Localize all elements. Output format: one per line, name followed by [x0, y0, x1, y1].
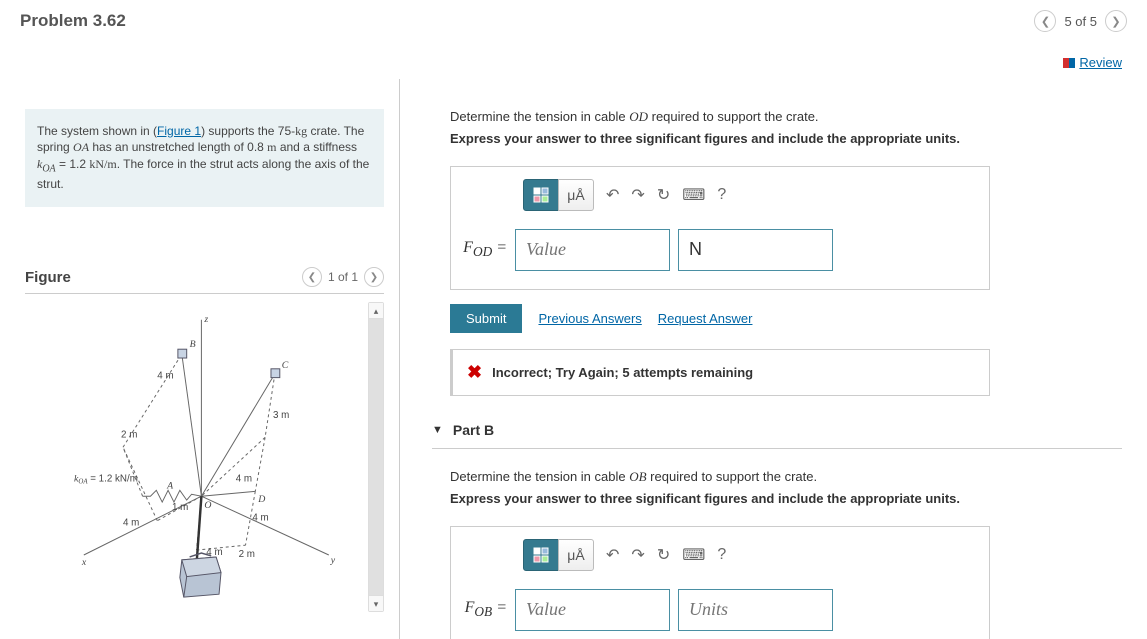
request-answer-link-a[interactable]: Request Answer [658, 311, 753, 326]
units-input-a[interactable] [678, 229, 833, 271]
feedback-message: Incorrect; Try Again; 5 attempts remaini… [492, 365, 753, 380]
svg-text:4 m: 4 m [123, 518, 139, 529]
undo-icon[interactable]: ↶ [606, 185, 619, 205]
keyboard-icon[interactable]: ⌨ [682, 185, 705, 205]
figure-heading: Figure [25, 269, 302, 286]
figure-page-indicator: 1 of 1 [328, 270, 358, 284]
review-link[interactable]: Review [1063, 55, 1122, 70]
svg-text:kOA = 1.2 kN/m: kOA = 1.2 kN/m [74, 474, 138, 486]
svg-text:2 m: 2 m [239, 549, 255, 560]
template-button[interactable] [523, 179, 559, 211]
template-icon [532, 186, 550, 204]
reset-icon[interactable]: ↻ [657, 185, 670, 205]
units-button-b[interactable]: μÅ [558, 539, 594, 571]
figure-next-button[interactable]: ❯ [364, 267, 384, 287]
problem-statement: The system shown in (Figure 1) supports … [25, 109, 384, 208]
svg-text:4 m: 4 m [206, 547, 222, 558]
redo-icon[interactable]: ↷ [631, 545, 644, 565]
figure-scrollbar[interactable]: ▴ ▾ [368, 302, 384, 612]
help-icon[interactable]: ? [717, 546, 726, 564]
svg-text:3 m: 3 m [273, 410, 289, 421]
submit-button-a[interactable]: Submit [450, 304, 522, 333]
svg-text:O: O [204, 500, 211, 511]
svg-text:4 m: 4 m [236, 474, 252, 485]
page-nav: ❮ 5 of 5 ❯ [1034, 10, 1127, 32]
units-button[interactable]: μÅ [558, 179, 594, 211]
svg-text:x: x [81, 557, 87, 568]
feedback-box: ✖ Incorrect; Try Again; 5 attempts remai… [450, 349, 990, 396]
part-a-instruction: Express your answer to three significant… [450, 131, 1122, 146]
value-input-b[interactable] [515, 589, 670, 631]
svg-text:2 m: 2 m [121, 430, 137, 441]
value-input-a[interactable] [515, 229, 670, 271]
part-b-heading: Part B [453, 422, 494, 438]
part-b-prompt: Determine the tension in cable OB requir… [450, 469, 1122, 485]
part-b-answer-panel: μÅ ↶ ↷ ↻ ⌨ ? FOB = [450, 526, 990, 639]
figure-link[interactable]: Figure 1 [157, 124, 201, 138]
scroll-down-icon[interactable]: ▾ [369, 595, 383, 611]
incorrect-icon: ✖ [467, 362, 482, 383]
svg-text:1 m: 1 m [172, 502, 188, 513]
svg-text:A: A [166, 481, 174, 492]
redo-icon[interactable]: ↷ [631, 185, 644, 205]
answer-label-a: FOD = [463, 239, 507, 260]
answer-label-b: FOB = [463, 599, 507, 620]
svg-text:4 m: 4 m [252, 513, 268, 524]
undo-icon[interactable]: ↶ [606, 545, 619, 565]
page-title: Problem 3.62 [20, 11, 1034, 31]
units-input-b[interactable] [678, 589, 833, 631]
part-a-prompt: Determine the tension in cable OD requir… [450, 109, 1122, 125]
template-icon [532, 546, 550, 564]
reset-icon[interactable]: ↻ [657, 545, 670, 565]
prev-problem-button[interactable]: ❮ [1034, 10, 1056, 32]
svg-text:C: C [282, 360, 289, 371]
svg-text:y: y [330, 555, 336, 566]
part-b-header[interactable]: ▼ Part B [432, 422, 1122, 438]
svg-text:B: B [190, 340, 196, 351]
figure-prev-button[interactable]: ❮ [302, 267, 322, 287]
part-a-answer-panel: μÅ ↶ ↷ ↻ ⌨ ? FOD = [450, 166, 990, 290]
page-indicator: 5 of 5 [1064, 14, 1097, 29]
next-problem-button[interactable]: ❯ [1105, 10, 1127, 32]
collapse-icon: ▼ [432, 424, 443, 436]
svg-text:z: z [203, 314, 208, 325]
scroll-up-icon[interactable]: ▴ [369, 303, 383, 319]
keyboard-icon[interactable]: ⌨ [682, 545, 705, 565]
part-b-instruction: Express your answer to three significant… [450, 491, 1122, 506]
previous-answers-link-a[interactable]: Previous Answers [538, 311, 641, 326]
svg-text:4 m: 4 m [157, 371, 173, 382]
template-button-b[interactable] [523, 539, 559, 571]
svg-text:D: D [257, 494, 265, 505]
figure-canvas: z x y [25, 302, 368, 612]
help-icon[interactable]: ? [717, 186, 726, 204]
